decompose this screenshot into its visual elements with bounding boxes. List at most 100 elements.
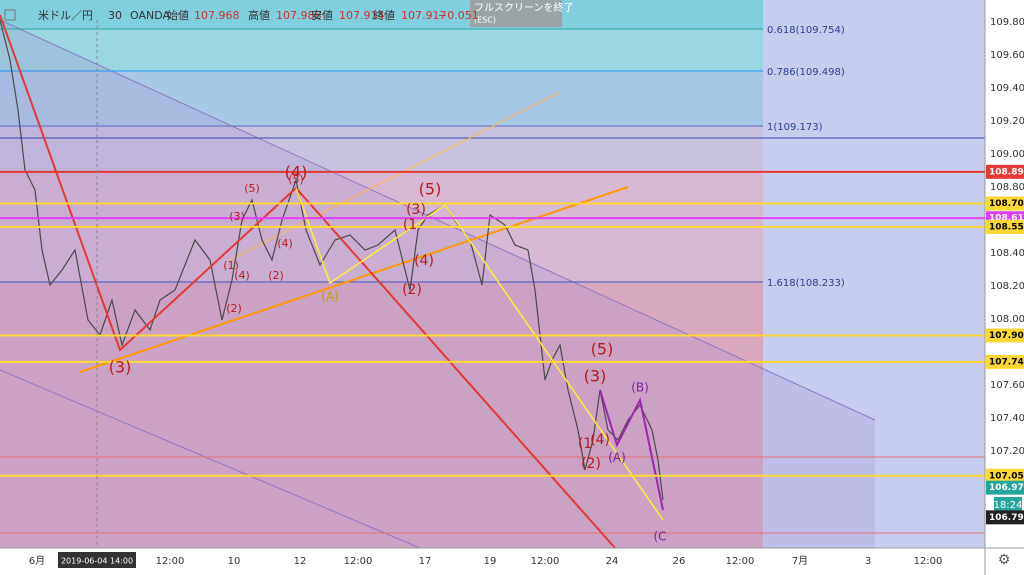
time-axis-label: 10 xyxy=(228,556,241,567)
price-axis-label: 109.800 xyxy=(990,17,1024,28)
price-tag xyxy=(986,468,1024,483)
wave-label: (1) xyxy=(223,259,239,272)
price-axis-label: 108.200 xyxy=(990,281,1024,292)
symbol: 米ドル／円 xyxy=(38,9,93,22)
icon[interactable] xyxy=(4,9,16,21)
price-tag xyxy=(986,354,1024,369)
wave-label: (A) xyxy=(321,290,339,304)
price-tag xyxy=(986,219,1024,234)
price-axis-label: 109.000 xyxy=(990,149,1024,160)
price-tag-label: 106.798 xyxy=(989,513,1024,523)
fib-zone xyxy=(0,126,763,172)
wave-label: (4) xyxy=(285,163,308,182)
wave-label: (C xyxy=(653,530,666,544)
wave-label: (1 xyxy=(403,217,417,233)
change: −0.051 xyxy=(438,9,479,22)
time-axis-label: 26 xyxy=(673,556,686,567)
price-axis-label: 109.200 xyxy=(990,116,1024,127)
high: 107.988 xyxy=(276,9,322,22)
countdown: 18:24 xyxy=(994,500,1023,511)
tooltip xyxy=(470,0,562,27)
wave-line xyxy=(599,389,664,511)
price-tag-label: 108.892 xyxy=(989,167,1024,177)
wave-label: (3) xyxy=(406,202,426,218)
wave-label: (B) xyxy=(631,381,649,395)
time-axis-label: 12:00 xyxy=(156,556,185,567)
fib-label: 1.618(108.233) xyxy=(767,278,845,289)
low: 107.914 xyxy=(339,9,385,22)
wave-label: (2) xyxy=(581,456,601,472)
time-axis-label: 24 xyxy=(606,556,619,567)
price-axis-label: 108.000 xyxy=(990,314,1024,325)
crosshair-time xyxy=(58,552,136,568)
close-label: 終値 xyxy=(373,8,395,22)
price-axis-label: 108.800 xyxy=(990,182,1024,193)
time-axis-label: 3 xyxy=(865,556,871,567)
low-label: 安値 xyxy=(311,8,333,22)
source[interactable]: OANDA xyxy=(130,9,170,22)
channel-line xyxy=(0,19,876,421)
price-tag-label: 108.611 xyxy=(989,214,1024,224)
time-axis-label: 12:00 xyxy=(531,556,560,567)
price-axis-label: 107.400 xyxy=(990,413,1024,424)
price-tag-label: 108.700 xyxy=(989,199,1024,209)
legend: 米ドル／円 30 OANDA 始値 107.968 高値 107.988 安値 … xyxy=(4,8,479,22)
tooltip-key: (ESC) xyxy=(474,16,496,25)
price-tag-label: 106.978 xyxy=(989,483,1024,493)
price-tag xyxy=(986,196,1024,211)
time-axis-label: 12:00 xyxy=(914,556,943,567)
wave-label: (5) xyxy=(591,340,614,359)
fib-zone xyxy=(0,283,763,548)
wave-label: (1 xyxy=(578,436,592,452)
countdown-bg xyxy=(994,497,1022,513)
fib-zone xyxy=(0,0,763,29)
tooltip-text: フルスクリーンを終了 xyxy=(474,1,574,14)
time-axis-label: 2019-06-04 14:00 xyxy=(61,557,133,566)
price-tag-label: 107.050 xyxy=(989,471,1024,481)
wave-label: (4) xyxy=(277,237,293,250)
settings-icon[interactable]: ⚙ xyxy=(998,552,1011,568)
wave-label: (5) xyxy=(288,173,304,186)
price-axis-label: 107.600 xyxy=(990,380,1024,391)
time-axis-label: 12:00 xyxy=(726,556,755,567)
wave-label: (3) xyxy=(584,367,607,386)
channel xyxy=(0,20,875,548)
price-tag xyxy=(986,328,1024,343)
wave-label: (3) xyxy=(229,210,245,223)
interval: 30 xyxy=(108,9,122,22)
price-tag xyxy=(986,510,1024,525)
time-axis-label: 7月 xyxy=(792,555,808,567)
high-label: 高値 xyxy=(248,8,270,22)
wave-label: (3) xyxy=(109,358,132,377)
price-axis-label: 109.400 xyxy=(990,83,1024,94)
close: 107.917 xyxy=(401,9,447,22)
fib-zone xyxy=(0,71,763,126)
wave-label: (4) xyxy=(590,432,610,448)
price-tag xyxy=(986,480,1024,495)
wave-label: (5) xyxy=(419,180,442,199)
time-axis-label: 17 xyxy=(419,556,432,567)
price-tag-label: 107.900 xyxy=(989,331,1024,341)
wave-label: (4) xyxy=(414,253,434,269)
time-axis-label: 12:00 xyxy=(344,556,373,567)
price-axis-label: 107.200 xyxy=(990,446,1024,457)
fib-label: 0.786(109.498) xyxy=(767,67,845,78)
trend-line xyxy=(229,91,561,261)
price-tag-label: 107.740 xyxy=(989,357,1024,367)
wave-label: (A) xyxy=(608,451,626,465)
wave-label: (2) xyxy=(402,282,422,298)
fib-label: 1(109.173) xyxy=(767,122,823,133)
time-axis-label: 6月 xyxy=(29,555,45,567)
wave-line xyxy=(0,14,616,549)
wave-label: (5) xyxy=(244,182,260,195)
wave-label: (2) xyxy=(268,269,284,282)
price-tag-label: 108.558 xyxy=(989,222,1024,232)
price-tag xyxy=(986,164,1024,179)
fib-label: 0.618(109.754) xyxy=(767,25,845,36)
fib-zone xyxy=(0,29,763,71)
wave-label: (2) xyxy=(226,302,242,315)
price-axis-label: 109.600 xyxy=(990,50,1024,61)
channel-line xyxy=(0,369,421,549)
open: 107.968 xyxy=(194,9,240,22)
